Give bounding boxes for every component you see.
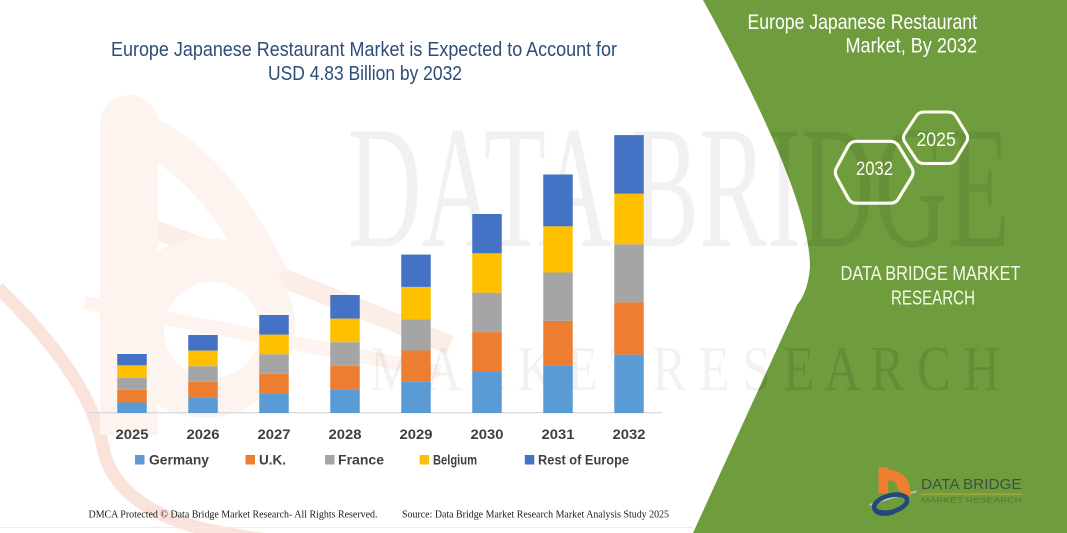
svg-text:2031: 2031 bbox=[542, 426, 575, 442]
svg-text:2028: 2028 bbox=[329, 426, 362, 442]
svg-text:2032: 2032 bbox=[856, 159, 893, 180]
svg-text:2025: 2025 bbox=[916, 130, 956, 151]
svg-text:Europe Japanese Restaurant Mar: Europe Japanese Restaurant Market is Exp… bbox=[111, 38, 617, 61]
svg-text:U.K.: U.K. bbox=[259, 453, 286, 468]
svg-text:2027: 2027 bbox=[258, 426, 291, 442]
svg-text:DATA BRIDGE: DATA BRIDGE bbox=[921, 476, 1022, 493]
svg-text:USD 4.83 Billion by 2032: USD 4.83 Billion by 2032 bbox=[268, 62, 462, 85]
svg-text:DATA BRIDGE MARKET: DATA BRIDGE MARKET bbox=[841, 262, 1021, 285]
svg-text:2026: 2026 bbox=[187, 426, 220, 442]
svg-text:2032: 2032 bbox=[613, 426, 646, 442]
svg-text:Europe Japanese Restaurant: Europe Japanese Restaurant bbox=[748, 11, 978, 34]
svg-text:RESEARCH: RESEARCH bbox=[891, 287, 975, 310]
svg-text:Market, By 2032: Market, By 2032 bbox=[846, 35, 978, 58]
svg-text:Belgium: Belgium bbox=[433, 453, 477, 468]
svg-text:2029: 2029 bbox=[400, 426, 433, 442]
svg-text:Rest of Europe: Rest of Europe bbox=[538, 453, 629, 468]
svg-text:2025: 2025 bbox=[116, 426, 149, 442]
svg-text:2030: 2030 bbox=[471, 426, 504, 442]
svg-text:MARKET RESEARCH: MARKET RESEARCH bbox=[921, 495, 1022, 504]
svg-text:France: France bbox=[338, 453, 384, 468]
svg-text:DATA BRIDGE: DATA BRIDGE bbox=[348, 90, 1010, 284]
svg-text:Source: Data Bridge Market Res: Source: Data Bridge Market Research Mark… bbox=[402, 510, 669, 521]
svg-text:DMCA Protected © Data Bridge M: DMCA Protected © Data Bridge Market Rese… bbox=[89, 510, 378, 521]
svg-text:Germany: Germany bbox=[149, 453, 210, 468]
